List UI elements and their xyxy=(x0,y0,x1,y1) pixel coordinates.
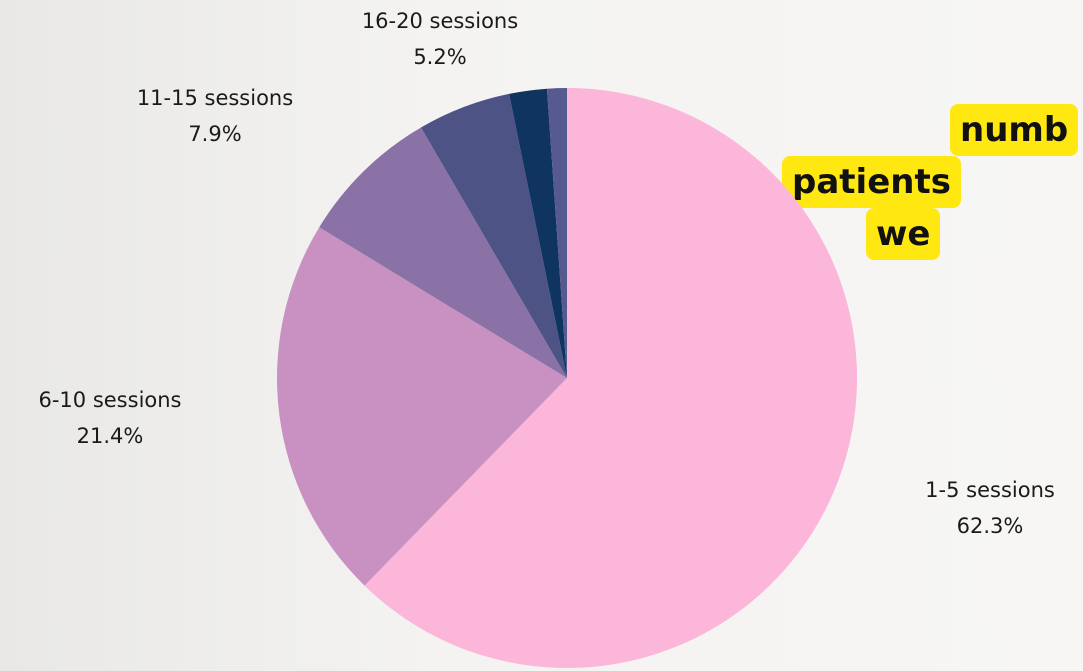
slice-label: 6-10 sessions xyxy=(38,388,181,412)
pie-slice xyxy=(420,93,567,378)
title-line: patients xyxy=(782,156,961,208)
pie-slice xyxy=(276,227,567,586)
slice-label: 11-15 sessions xyxy=(137,86,293,110)
title-line: numb xyxy=(950,104,1079,156)
pie-slice xyxy=(319,127,567,378)
pie-slice xyxy=(509,88,567,378)
slice-value-label: 21.4% xyxy=(77,424,144,448)
slice-value-label: 62.3% xyxy=(957,514,1024,538)
pie-slice xyxy=(364,88,857,668)
slice-value-label: 5.2% xyxy=(413,45,466,69)
slice-label: 1-5 sessions xyxy=(925,478,1055,502)
slice-label: 16-20 sessions xyxy=(362,9,518,33)
pie-slice xyxy=(546,88,567,378)
slice-value-label: 7.9% xyxy=(188,122,241,146)
title-line: we xyxy=(866,208,941,260)
